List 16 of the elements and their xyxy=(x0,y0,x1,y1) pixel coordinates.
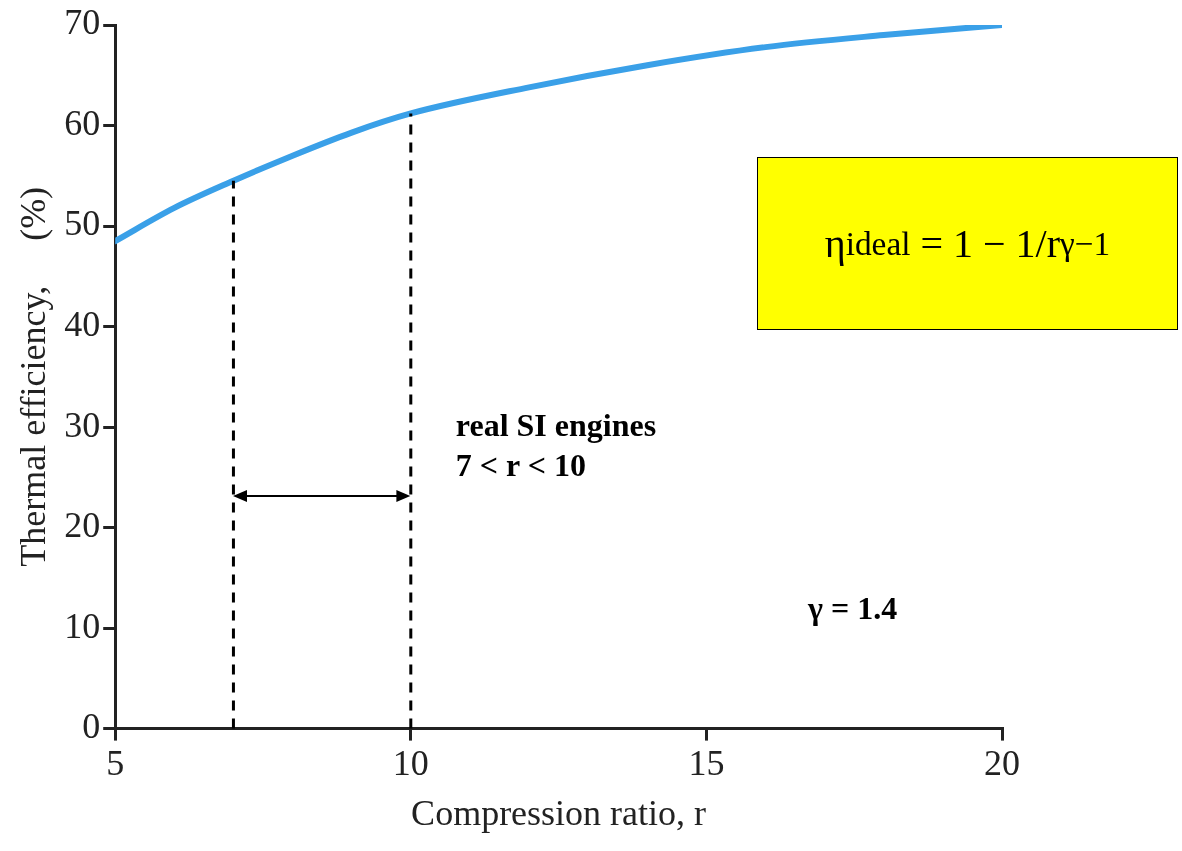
annotation: real SI engines 7 < r < 10 xyxy=(455,406,657,485)
y-tick-label: 0 xyxy=(82,706,101,747)
x-tick-label: 20 xyxy=(984,742,1020,783)
x-tick-label: 15 xyxy=(688,742,725,783)
y-tick-label: 10 xyxy=(64,605,101,646)
x-axis-title: Compression ratio, r xyxy=(411,792,707,833)
y-tick-label: 30 xyxy=(64,404,101,445)
y-tick-label: 20 xyxy=(64,505,101,546)
y-tick-label: 60 xyxy=(64,102,101,143)
y-tick-label: 50 xyxy=(64,203,101,244)
y-tick-label: 70 xyxy=(64,2,101,43)
annotation: γ = 1.4 xyxy=(808,589,898,628)
y-axis-title: Thermal efficiency, (%) xyxy=(13,186,54,567)
x-tick-label: 5 xyxy=(106,742,125,783)
y-tick-label: 40 xyxy=(64,304,101,344)
x-tick-label: 10 xyxy=(392,742,429,783)
